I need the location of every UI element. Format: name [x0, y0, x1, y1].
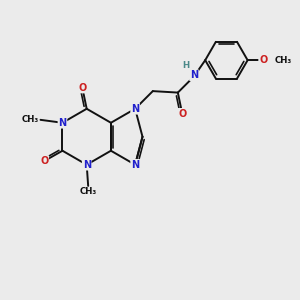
Text: O: O	[78, 82, 86, 93]
Text: N: N	[58, 118, 67, 128]
Text: N: N	[82, 160, 91, 170]
Text: H: H	[182, 61, 189, 70]
Text: CH₃: CH₃	[22, 115, 39, 124]
Text: O: O	[178, 109, 186, 119]
Text: N: N	[131, 160, 139, 170]
Text: N: N	[131, 104, 139, 114]
Text: O: O	[40, 156, 48, 166]
Text: CH₃: CH₃	[275, 56, 292, 65]
Text: CH₃: CH₃	[80, 188, 97, 196]
Text: O: O	[259, 55, 267, 65]
Text: N: N	[190, 70, 198, 80]
